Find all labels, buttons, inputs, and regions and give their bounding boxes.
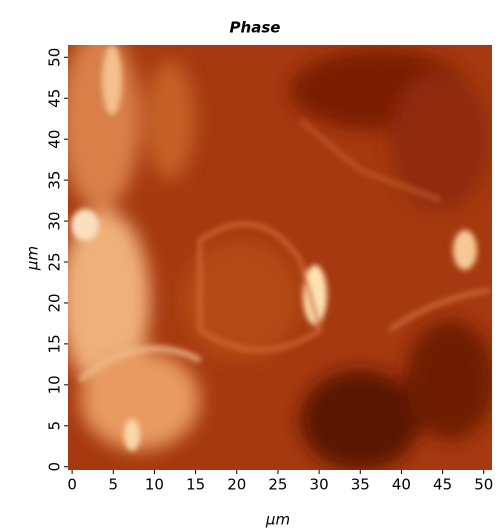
y-tick-label: 45 — [46, 89, 64, 108]
x-tick-label: 50 — [474, 476, 493, 494]
y-tick-label: 15 — [46, 334, 64, 353]
y-tick-label: 10 — [46, 375, 64, 394]
y-tick-label: 25 — [46, 252, 64, 271]
x-axis-label: μm — [265, 511, 290, 529]
y-tick-label: 50 — [46, 48, 64, 67]
x-tick-label: 20 — [227, 476, 246, 494]
chart-title: Phase — [230, 19, 281, 37]
y-tick-label: 5 — [46, 421, 64, 431]
x-tick-label: 0 — [67, 476, 77, 494]
x-tick-label: 25 — [268, 476, 287, 494]
y-tick-label: 0 — [46, 462, 64, 472]
x-tick-label: 45 — [433, 476, 452, 494]
x-tick-label: 35 — [351, 476, 370, 494]
x-tick-label: 40 — [392, 476, 411, 494]
y-tick-label: 35 — [46, 171, 64, 190]
x-tick-label: 30 — [310, 476, 329, 494]
y-axis-label: μm — [24, 246, 42, 271]
x-tick-label: 15 — [186, 476, 205, 494]
y-tick-label: 20 — [46, 293, 64, 312]
x-tick-label: 10 — [145, 476, 164, 494]
x-tick-label: 5 — [109, 476, 119, 494]
phase-image — [68, 45, 492, 470]
y-tick-label: 30 — [46, 212, 64, 231]
y-tick-label: 40 — [46, 130, 64, 149]
